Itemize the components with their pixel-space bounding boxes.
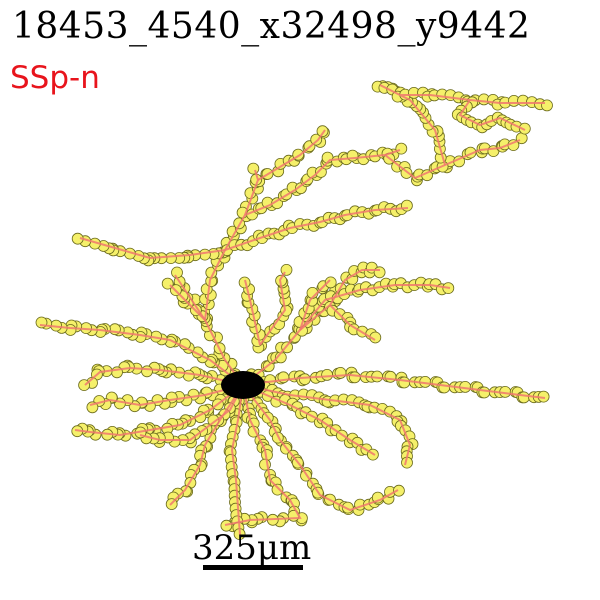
neurite-node <box>518 122 531 135</box>
neurite-node <box>324 276 337 289</box>
neurite-edge <box>242 373 546 399</box>
neurite-edge <box>89 384 244 407</box>
neurite-node <box>280 263 293 276</box>
neurite-edge <box>79 237 226 260</box>
neurite-node <box>141 365 153 378</box>
neurite-edge <box>224 207 409 251</box>
neurite-edge <box>74 384 244 437</box>
neurite-node <box>392 484 405 497</box>
neurite-edge <box>379 84 545 166</box>
neurite-node <box>395 142 408 155</box>
brain-region-label: SSp-n <box>10 60 100 96</box>
neurite-node <box>373 266 386 279</box>
neurite-node <box>398 376 411 389</box>
neurite-node <box>518 391 530 404</box>
neurite-edge <box>39 324 244 386</box>
neurite-edge <box>458 99 526 131</box>
neurite-nodes <box>35 80 553 540</box>
neurite-edge <box>224 384 302 526</box>
neurite-edge <box>230 384 244 536</box>
scale-bar <box>203 565 303 570</box>
neurite-edge <box>244 149 401 216</box>
neurite-edge <box>242 384 412 466</box>
neurite-edge <box>84 366 244 386</box>
soma-group <box>221 371 265 399</box>
neurite-node <box>310 133 323 146</box>
neurite-edge <box>299 284 451 331</box>
neurite-edge <box>299 279 331 331</box>
neurite-edge-overlay <box>39 84 546 536</box>
scale-bar-label: 325μm <box>192 528 312 568</box>
soma <box>221 371 265 399</box>
neurite-node <box>271 483 284 496</box>
neurite-edge <box>244 279 261 346</box>
neurite-node <box>247 162 260 175</box>
neurite-node <box>316 125 329 138</box>
neurite-edge <box>242 384 376 456</box>
neurite-node <box>438 381 451 394</box>
neurite-edge <box>139 384 244 441</box>
neurite-edge <box>169 284 206 321</box>
neurite-edge <box>242 384 399 512</box>
neurite-node <box>478 386 491 399</box>
specimen-id-title: 18453_4540_x32498_y9442 <box>12 6 531 47</box>
neurite-edge <box>257 129 326 181</box>
neurite-node <box>348 371 361 384</box>
neurite-edge <box>384 139 521 180</box>
neurite-edge <box>329 304 376 341</box>
neurite-node <box>298 373 311 386</box>
neurite-node <box>400 199 413 212</box>
neurite-node <box>384 370 397 383</box>
neurite-node <box>321 368 334 381</box>
neurite-edge <box>259 271 287 346</box>
neurite-node <box>541 99 553 112</box>
neurite-node <box>314 166 327 178</box>
neurite-edge <box>204 169 260 321</box>
